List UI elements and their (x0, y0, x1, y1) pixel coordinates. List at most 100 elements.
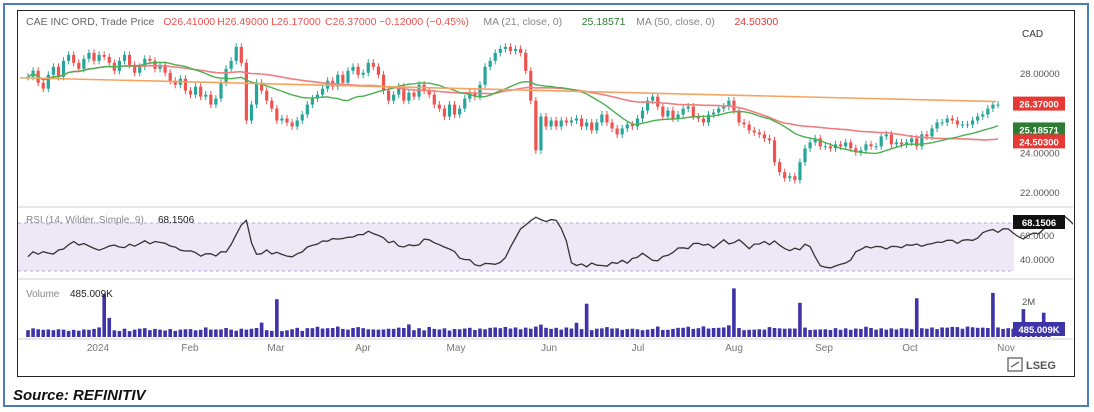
volume-bar (432, 328, 437, 337)
volume-bar (41, 329, 46, 337)
volume-bar (259, 322, 264, 337)
x-tick-label: Aug (725, 343, 743, 354)
volume-bar (833, 328, 838, 337)
candle-body (808, 142, 812, 149)
candle-body (610, 122, 614, 129)
volume-bar (716, 327, 721, 337)
candle-body (366, 62, 370, 73)
volume-bar (721, 327, 726, 337)
candle-body (889, 134, 893, 145)
volume-bar (793, 328, 797, 337)
x-tick-label: Apr (355, 343, 371, 354)
candle-body (127, 54, 132, 65)
volume-bar (335, 326, 340, 337)
volume-bar (407, 324, 411, 337)
candle-body (295, 120, 299, 127)
candle-body (783, 172, 787, 179)
candle-body (234, 46, 238, 61)
candle-body (559, 120, 563, 127)
candle-body (981, 114, 985, 117)
candle-body (381, 74, 386, 91)
candle-body (468, 92, 472, 99)
volume-bar (366, 329, 371, 337)
price-tick-label: 24.00000 (1020, 148, 1060, 159)
candle-body (376, 66, 381, 75)
candle-body (513, 48, 518, 51)
volume-bar (661, 329, 665, 337)
volume-bar (137, 328, 142, 337)
ma50-price-tag-bg (1013, 134, 1065, 149)
volume-bar (701, 326, 706, 337)
candle-body (605, 114, 609, 123)
volume-bar (828, 329, 833, 337)
volume-bar (76, 330, 81, 337)
volume-bar (696, 328, 701, 337)
candle-body (986, 108, 990, 115)
legend-ma50-value: 24.50300 (734, 16, 778, 28)
volume-bar (361, 328, 365, 337)
candle-body (813, 138, 817, 143)
volume-bar (371, 329, 376, 337)
volume-bar (305, 328, 310, 337)
candle-body (762, 134, 766, 139)
candle-body (595, 122, 599, 131)
x-tick-label: Mar (267, 343, 285, 354)
candle-body (463, 98, 467, 109)
candle-body (742, 122, 746, 125)
candle-body (737, 110, 741, 123)
candle-body (549, 120, 553, 127)
candle-body (503, 46, 507, 49)
volume-bar (46, 329, 51, 337)
volume-bar (158, 329, 162, 337)
volume-bar (402, 328, 406, 337)
candle-body (183, 78, 188, 91)
candle-body (727, 100, 731, 107)
volume-bar (457, 329, 462, 337)
candle-body (630, 124, 634, 127)
candle-body (77, 62, 81, 69)
candle-body (351, 66, 355, 71)
volume-bar (295, 327, 299, 337)
candle-body (529, 70, 533, 101)
volume-bar (71, 329, 76, 337)
volume-bar (813, 329, 817, 337)
candle-body (346, 70, 350, 83)
candle-body (859, 150, 863, 153)
volume-bar (655, 326, 660, 337)
candle-body (209, 94, 213, 105)
candle-body (138, 66, 142, 73)
volume-bar (615, 328, 619, 337)
volume-bar (554, 327, 558, 337)
candle-body (168, 72, 172, 81)
x-tick-label: 2024 (87, 343, 110, 354)
candle-body (752, 130, 756, 133)
volume-bar (315, 326, 320, 337)
volume-bar (468, 327, 472, 337)
volume-bar (564, 327, 569, 337)
volume-bar (579, 329, 584, 337)
volume-bar (452, 329, 457, 337)
volume-bar (909, 329, 914, 337)
candle-body (341, 74, 345, 83)
candle-body (158, 64, 162, 69)
rsi-pane (18, 215, 1073, 272)
candle-body (97, 54, 101, 61)
volume-bar (61, 329, 66, 337)
candle-body (437, 104, 441, 109)
volume-bar (523, 327, 528, 337)
candle-body (412, 92, 416, 97)
volume-bar (589, 330, 594, 337)
volume-bar (534, 326, 538, 337)
volume-bar (930, 327, 934, 337)
volume-bar (320, 328, 325, 337)
volume-bar (219, 329, 223, 337)
legend-ma21-value: 25.18571 (582, 16, 626, 28)
volume-bar (777, 328, 782, 337)
ma21-price-tag: 25.18571 (1019, 125, 1059, 136)
candle-body (87, 52, 91, 59)
volume-bar (584, 303, 589, 337)
candle-body (717, 108, 721, 113)
volume-bar (635, 329, 640, 337)
volume-bar (351, 328, 355, 337)
candle-body (280, 118, 284, 121)
